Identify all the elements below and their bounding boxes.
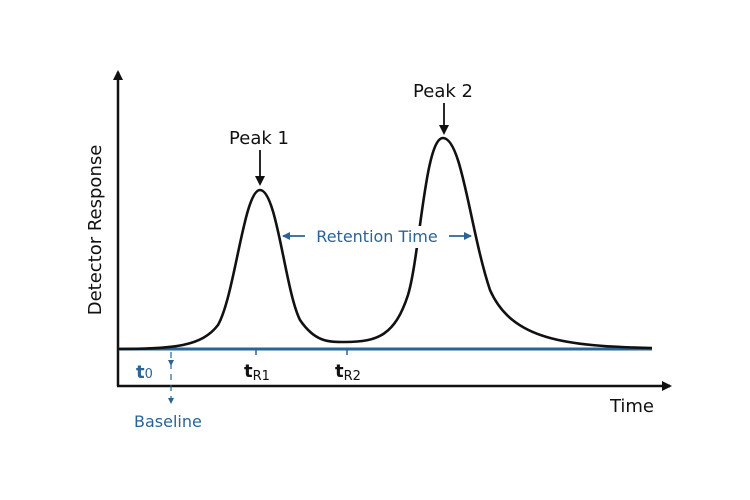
tR2-label: tR2 (335, 361, 361, 384)
baseline-arrowhead-top (168, 360, 174, 366)
baseline-arrowhead-bottom (168, 398, 174, 404)
chromatogram-curve (117, 136, 653, 351)
peak2-label: Peak 2 (413, 81, 473, 102)
y-axis-label: Detector Response (85, 145, 106, 316)
baseline-label: Baseline (134, 412, 202, 431)
t0-label: t0 (136, 362, 153, 383)
x-axis-label: Time (609, 396, 654, 417)
retention-time-label: Retention Time (316, 227, 437, 246)
peak1-label: Peak 1 (229, 128, 289, 149)
tR1-label: tR1 (244, 361, 270, 384)
